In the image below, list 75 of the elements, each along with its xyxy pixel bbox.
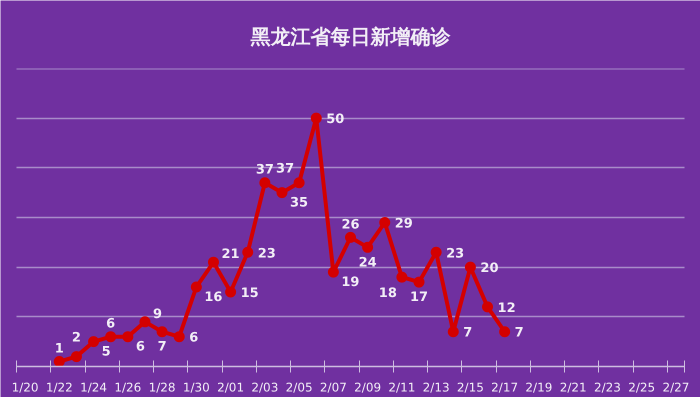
point bbox=[208, 256, 219, 268]
x-tick-label: 2/15 bbox=[456, 380, 484, 394]
point bbox=[276, 187, 288, 198]
data-label: 6 bbox=[106, 316, 116, 332]
x-tick-label: 1/24 bbox=[80, 380, 108, 394]
x-tick-label: 2/23 bbox=[594, 380, 621, 394]
x-tick-label: 2/07 bbox=[320, 380, 347, 394]
data-label: 23 bbox=[446, 246, 464, 262]
point bbox=[259, 177, 270, 188]
data-label: 6 bbox=[136, 340, 145, 355]
point bbox=[105, 331, 116, 342]
data-label: 35 bbox=[290, 196, 308, 211]
point bbox=[448, 326, 459, 338]
data-label: 17 bbox=[410, 290, 428, 306]
x-tick-label: 2/19 bbox=[525, 380, 552, 394]
data-label: 16 bbox=[204, 290, 222, 306]
point bbox=[139, 316, 150, 328]
data-label: 9 bbox=[152, 306, 162, 322]
x-tick-label: 1/28 bbox=[148, 380, 176, 394]
data-label: 15 bbox=[240, 286, 259, 301]
chart-title: 黑龙江省每日新增确诊 bbox=[250, 24, 452, 48]
data-label: 50 bbox=[326, 112, 344, 128]
point bbox=[156, 326, 168, 338]
data-label: 29 bbox=[394, 216, 413, 232]
point bbox=[396, 272, 408, 283]
data-label: 6 bbox=[189, 330, 198, 346]
x-tick-label: 2/17 bbox=[491, 380, 518, 394]
x-tick-label: 2/11 bbox=[388, 380, 416, 394]
x-tick-label: 2/13 bbox=[422, 380, 450, 394]
data-label: 7 bbox=[514, 326, 524, 341]
point bbox=[328, 266, 339, 278]
data-label: 21 bbox=[221, 247, 240, 262]
data-label: 19 bbox=[341, 275, 360, 290]
point bbox=[54, 356, 65, 366]
x-tick-label: 1/30 bbox=[182, 380, 210, 394]
x-tick-label: 1/22 bbox=[46, 380, 73, 394]
data-label: 18 bbox=[378, 286, 397, 302]
data-label: 2 bbox=[72, 330, 81, 346]
data-label: 1 bbox=[54, 342, 64, 357]
point bbox=[88, 336, 100, 348]
data-label: 37 bbox=[256, 162, 274, 178]
point bbox=[482, 301, 494, 312]
x-tick-label: 2/25 bbox=[628, 380, 656, 394]
data-label: 26 bbox=[341, 217, 360, 232]
point bbox=[430, 246, 442, 258]
point bbox=[362, 242, 374, 253]
x-tick-label: 2/09 bbox=[354, 380, 382, 394]
data-label: 20 bbox=[480, 261, 498, 276]
data-label: 5 bbox=[102, 344, 111, 360]
point bbox=[242, 246, 254, 258]
data-label: 12 bbox=[498, 300, 516, 316]
x-tick-label: 1/20 bbox=[12, 380, 39, 394]
x-tick-label: 2/27 bbox=[662, 380, 690, 394]
point bbox=[345, 232, 356, 243]
point bbox=[174, 331, 185, 342]
point bbox=[464, 262, 476, 273]
point bbox=[122, 331, 134, 342]
point bbox=[414, 276, 425, 288]
data-label: 24 bbox=[358, 255, 377, 270]
data-label: 7 bbox=[158, 340, 167, 355]
point bbox=[499, 326, 510, 338]
point bbox=[70, 351, 82, 362]
x-tick-label: 2/01 bbox=[217, 380, 244, 394]
x-tick-label: 2/21 bbox=[560, 380, 587, 394]
x-tick-label: 2/03 bbox=[251, 380, 278, 394]
data-label: 23 bbox=[258, 246, 276, 262]
point bbox=[190, 282, 202, 293]
data-label: 7 bbox=[463, 326, 472, 341]
point bbox=[379, 216, 390, 228]
x-tick-label: 1/26 bbox=[114, 380, 142, 394]
point bbox=[294, 177, 305, 188]
point bbox=[225, 286, 236, 298]
x-tick-label: 2/05 bbox=[286, 380, 313, 394]
data-label: 37 bbox=[276, 162, 294, 177]
point bbox=[310, 112, 322, 124]
